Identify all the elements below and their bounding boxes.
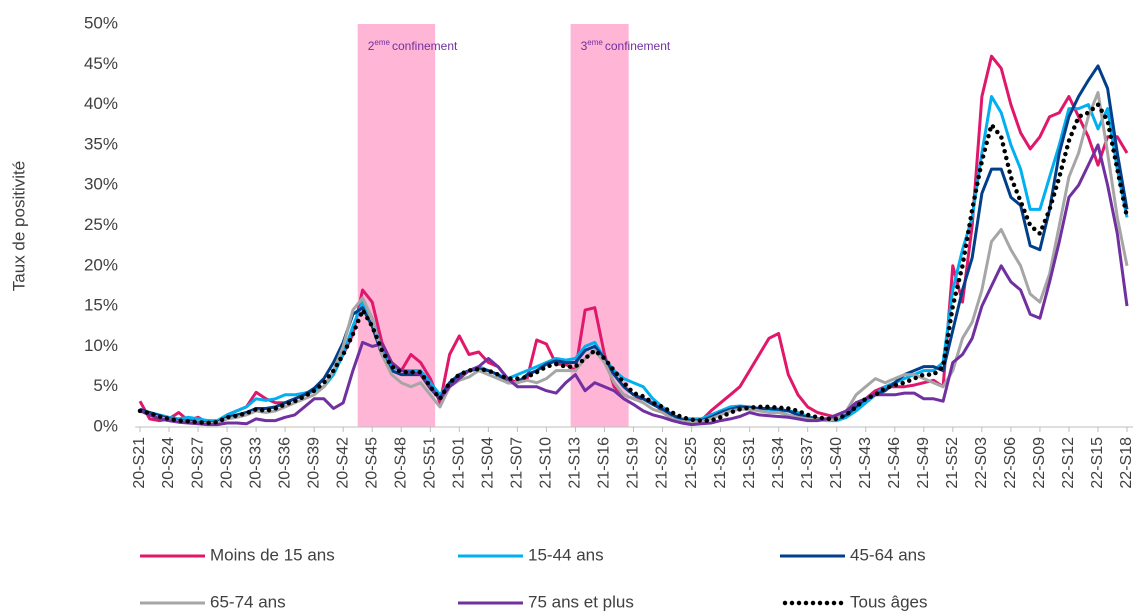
series-line bbox=[139, 91, 1129, 426]
x-tick-label: 20-S39 bbox=[305, 437, 322, 489]
y-tick-label: 0% bbox=[93, 416, 118, 435]
x-tick-label: 20-S27 bbox=[189, 437, 206, 489]
x-tick-label: 22-S03 bbox=[973, 437, 990, 489]
legend-label: Tous âges bbox=[850, 592, 928, 611]
band-label: 2eme confinement bbox=[368, 38, 458, 53]
series-line bbox=[137, 102, 1130, 426]
y-tick-label: 35% bbox=[84, 134, 118, 153]
y-tick-label: 15% bbox=[84, 296, 118, 315]
x-tick-label: 21-S40 bbox=[828, 437, 845, 489]
y-tick-label: 50% bbox=[84, 13, 118, 32]
x-tick-label: 22-S12 bbox=[1060, 437, 1077, 489]
x-tick-label: 21-S46 bbox=[886, 437, 903, 489]
y-tick-label: 40% bbox=[84, 94, 118, 113]
x-tick-label: 20-S42 bbox=[334, 437, 351, 489]
y-tick-label: 10% bbox=[84, 336, 118, 355]
x-tick-label: 20-S24 bbox=[160, 437, 177, 489]
x-tick-label: 21-S22 bbox=[654, 437, 671, 489]
x-tick-label: 21-S49 bbox=[915, 437, 932, 489]
x-tick-label: 21-S13 bbox=[567, 437, 584, 489]
x-tick-label: 21-S43 bbox=[857, 437, 874, 489]
series-line bbox=[138, 54, 1129, 425]
y-tick-label: 45% bbox=[84, 54, 118, 73]
y-tick-label: 20% bbox=[84, 255, 118, 274]
x-tick-label: 20-S48 bbox=[392, 437, 409, 489]
legend-label: 65-74 ans bbox=[210, 592, 286, 611]
x-tick-label: 20-S45 bbox=[363, 437, 380, 489]
band-label-sup: eme bbox=[374, 38, 390, 47]
legend-label: 15-44 ans bbox=[528, 545, 604, 564]
series-line bbox=[139, 143, 1129, 427]
x-tick-label: 21-S07 bbox=[509, 437, 526, 489]
x-tick-label: 21-S37 bbox=[799, 437, 816, 489]
legend-label: 45-64 ans bbox=[850, 545, 926, 564]
x-tick-label: 21-S52 bbox=[944, 437, 961, 489]
x-tick-label: 20-S33 bbox=[247, 437, 264, 489]
x-tick-label: 22-S18 bbox=[1118, 437, 1133, 489]
band-label-sup: eme bbox=[587, 38, 603, 47]
y-tick-label: 25% bbox=[84, 215, 118, 234]
y-axis-label: Taux de positivité bbox=[9, 161, 28, 291]
x-tick-label: 22-S06 bbox=[1002, 437, 1019, 489]
x-tick-label: 20-S51 bbox=[422, 437, 439, 489]
x-tick-label: 21-S16 bbox=[596, 437, 613, 489]
series-line bbox=[139, 64, 1129, 425]
band-label-text: confinement bbox=[605, 39, 671, 53]
x-tick-label: 21-S10 bbox=[538, 437, 555, 489]
x-tick-label: 21-S28 bbox=[712, 437, 729, 489]
x-tick-label: 21-S25 bbox=[683, 437, 700, 489]
x-tick-label: 22-S09 bbox=[1031, 437, 1048, 489]
x-tick-label: 22-S15 bbox=[1089, 437, 1106, 489]
band-label-num: 2 bbox=[368, 39, 375, 53]
x-tick-label: 21-S19 bbox=[625, 437, 642, 489]
y-tick-label: 30% bbox=[84, 175, 118, 194]
y-tick-label: 5% bbox=[93, 376, 118, 395]
x-tick-label: 21-S34 bbox=[770, 437, 787, 489]
legend-label: Moins de 15 ans bbox=[210, 545, 335, 564]
x-tick-label: 21-S04 bbox=[480, 437, 497, 489]
band-label: 3eme confinement bbox=[581, 38, 671, 53]
lockdown-band bbox=[357, 24, 436, 427]
band-label-num: 3 bbox=[581, 39, 588, 53]
x-tick-label: 20-S30 bbox=[218, 437, 235, 489]
x-tick-label: 20-S36 bbox=[276, 437, 293, 489]
x-tick-label: 21-S31 bbox=[741, 437, 758, 489]
x-tick-label: 20-S21 bbox=[131, 437, 148, 489]
legend-label: 75 ans et plus bbox=[528, 592, 634, 611]
band-label-text: confinement bbox=[392, 39, 458, 53]
x-tick-label: 21-S01 bbox=[451, 437, 468, 489]
